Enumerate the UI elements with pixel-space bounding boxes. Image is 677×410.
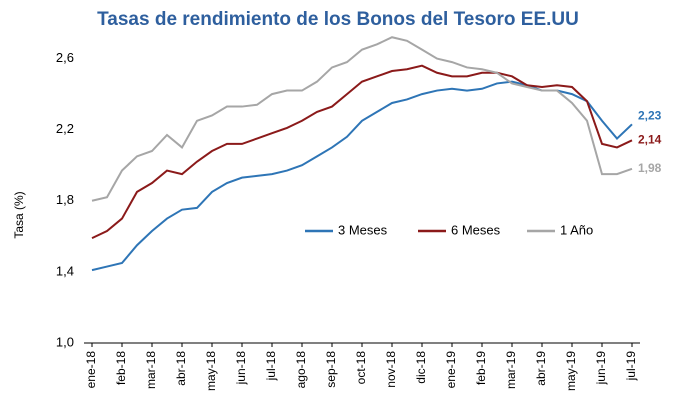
- value-label: 2,23: [638, 109, 662, 123]
- x-tick-label: ene-18: [84, 351, 98, 389]
- series-line: [91, 80, 633, 272]
- y-tick-label: 1,4: [56, 263, 74, 278]
- x-tick-label: feb-18: [114, 351, 128, 385]
- x-tick-label: nov-18: [384, 351, 398, 388]
- x-tick-label: ago-18: [294, 351, 308, 389]
- y-tick-label: 2,6: [56, 50, 74, 65]
- x-tick-label: ene-19: [444, 351, 458, 389]
- x-tick-label: jul-19: [624, 351, 638, 382]
- y-tick-label: 1,0: [56, 334, 74, 349]
- chart-title: Tasas de rendimiento de los Bonos del Te…: [97, 9, 579, 30]
- series-line: [91, 36, 633, 202]
- legend-label: 1 Año: [560, 222, 593, 237]
- x-tick-label: mar-18: [144, 351, 158, 389]
- x-tick-label: abr-18: [174, 351, 188, 386]
- legend-label: 3 Meses: [338, 222, 388, 237]
- x-tick-label: mar-19: [504, 351, 518, 389]
- x-tick-label: oct-18: [354, 351, 368, 385]
- x-tick-label: sep-18: [324, 351, 338, 388]
- x-tick-label: may-18: [204, 351, 218, 391]
- x-tick-label: may-19: [564, 351, 578, 391]
- x-tick-label: jun-19: [594, 351, 608, 386]
- value-label: 1,98: [638, 161, 662, 175]
- y-axis-label: Tasa (%): [12, 191, 26, 238]
- legend-label: 6 Meses: [451, 222, 501, 237]
- x-tick-label: dic-18: [414, 351, 428, 384]
- x-tick-label: abr-19: [534, 351, 548, 386]
- x-tick-label: jun-18: [234, 351, 248, 386]
- y-tick-label: 1,8: [56, 192, 74, 207]
- x-tick-label: feb-19: [474, 351, 488, 385]
- series-line: [91, 64, 633, 240]
- y-tick-label: 2,2: [56, 121, 74, 136]
- value-label: 2,14: [638, 133, 662, 147]
- x-tick-label: jul-18: [264, 351, 278, 382]
